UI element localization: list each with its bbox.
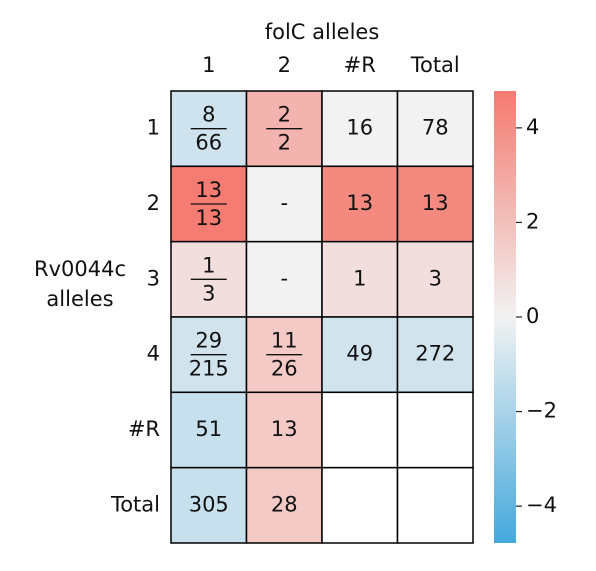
cell-label: 78 [422, 116, 449, 140]
cell-label: 16 [346, 116, 373, 140]
cell-label: - [280, 266, 288, 290]
cell-label: 49 [346, 342, 373, 366]
cell-label: 13 [346, 191, 373, 215]
cell-label: 13 [422, 191, 449, 215]
cell-label: 305 [189, 492, 229, 516]
colorbar-tick-label: 4 [526, 115, 539, 139]
x-tick-label: Total [410, 53, 460, 77]
empty-cell [321, 391, 399, 469]
y-tick-label: 2 [147, 191, 160, 215]
cell-label: 13 [271, 417, 298, 441]
chart-title: folC alleles [265, 20, 380, 44]
cell-label: 28 [271, 492, 298, 516]
colorbar-tick-label: 0 [526, 304, 539, 328]
y-tick-label: Total [110, 492, 160, 516]
cell-label: 1 [353, 266, 366, 290]
colorbar-tick-label: −4 [526, 493, 557, 517]
y-tick-label: #R [128, 417, 160, 441]
y-tick-label: 3 [147, 266, 160, 290]
cell-numerator: 8 [202, 103, 215, 127]
cell [170, 391, 248, 469]
cell-denominator: 66 [195, 131, 222, 155]
cell-numerator: 2 [278, 103, 291, 127]
cell [396, 316, 474, 394]
cell-numerator: 11 [271, 329, 298, 353]
y-axis-label: Rv0044c [34, 257, 126, 281]
cell-denominator: 3 [202, 281, 215, 305]
cell [245, 240, 323, 318]
cell-label: 3 [429, 266, 442, 290]
cell-label: 272 [415, 342, 455, 366]
cell [396, 240, 474, 318]
cell-numerator: 13 [195, 178, 222, 202]
empty-cell [321, 466, 399, 544]
cell-numerator: 1 [202, 253, 215, 277]
y-tick-label: 1 [147, 116, 160, 140]
cell [321, 90, 399, 168]
cell [396, 165, 474, 243]
cell [321, 240, 399, 318]
y-tick-label: 4 [147, 342, 160, 366]
colorbar-tick-label: −2 [526, 399, 557, 423]
cell-label: 51 [195, 417, 222, 441]
cell [396, 90, 474, 168]
y-axis-label: alleles [46, 287, 113, 311]
cell-label: - [280, 191, 288, 215]
cell [245, 391, 323, 469]
x-tick-label: #R [344, 53, 376, 77]
cell-numerator: 29 [195, 329, 222, 353]
cell-denominator: 13 [195, 206, 222, 230]
cell-denominator: 215 [189, 357, 229, 381]
cell-denominator: 2 [278, 131, 291, 155]
colorbar [494, 91, 516, 543]
empty-cell [396, 466, 474, 544]
colorbar-tick-label: 2 [526, 209, 539, 233]
x-tick-label: 2 [278, 53, 291, 77]
empty-cell [396, 391, 474, 469]
cell-denominator: 26 [271, 357, 298, 381]
x-tick-label: 1 [202, 53, 215, 77]
